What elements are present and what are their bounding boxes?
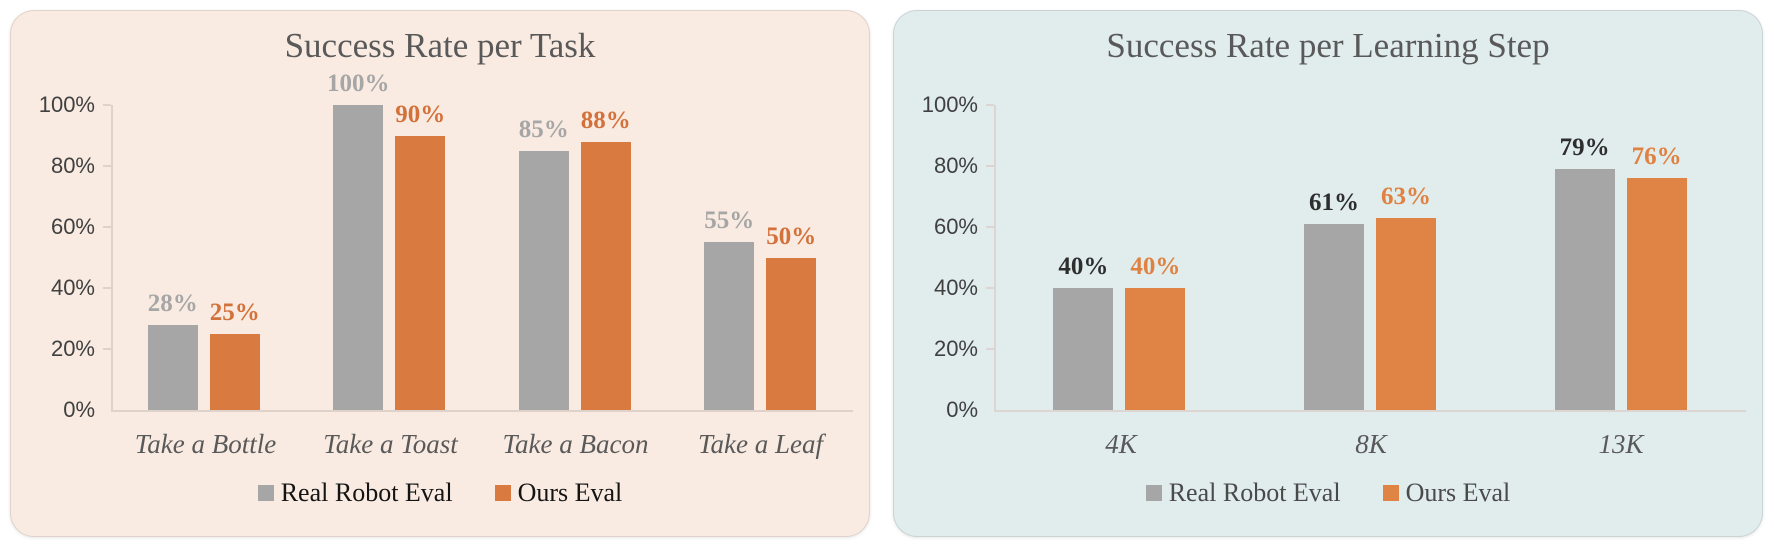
legend: Real Robot Eval Ours Eval	[894, 476, 1762, 510]
legend-swatch	[257, 485, 274, 501]
bar-ours-eval: 88%	[580, 107, 631, 410]
chart-body: 0% 20% 40% 60% 80% 100% 28% 25% 100% 90% 85% 88% 55…	[11, 70, 869, 422]
category-label: Take a Toast	[323, 429, 458, 459]
legend: Real Robot Eval Ours Eval	[11, 476, 869, 510]
bar-real-robot-eval: 100%	[327, 70, 390, 410]
legend-label: Real Robot Eval	[280, 478, 453, 507]
bar-value-label: 79%	[1559, 134, 1610, 162]
y-tick-label: 60%	[50, 214, 95, 239]
bar-value-label: 76%	[1631, 143, 1682, 171]
bar-real-robot-eval: 79%	[1554, 134, 1615, 410]
legend-label: Ours Eval	[1405, 478, 1511, 507]
bar-value-label: 28%	[147, 289, 198, 317]
bar-value-label: 40%	[1058, 253, 1109, 280]
category-label: 4K	[1105, 429, 1137, 459]
legend-swatch	[1382, 485, 1399, 501]
category-label: 13K	[1598, 429, 1644, 459]
y-tick-mark	[986, 226, 994, 228]
bar-ours-eval: 76%	[1626, 143, 1687, 410]
bar-group: 85% 88%	[482, 105, 668, 410]
y-tick-label: 40%	[50, 275, 95, 300]
y-tick-mark	[103, 165, 111, 167]
bar-real-robot-eval: 55%	[704, 207, 755, 410]
y-tick-label: 80%	[933, 153, 978, 178]
y-tick-label: 100%	[921, 92, 978, 117]
y-axis-line	[994, 105, 996, 410]
category-label: 8K	[1355, 429, 1387, 459]
x-axis-line	[994, 410, 1746, 412]
bar-ours-eval: 40%	[1125, 253, 1186, 410]
bar-value-label: 100%	[327, 70, 390, 97]
legend-swatch	[494, 485, 511, 501]
category-axis: 4K 8K 13K	[996, 424, 1746, 464]
legend-item: Ours Eval	[1382, 478, 1511, 508]
bar-group: 100% 90%	[297, 70, 483, 410]
y-tick-mark	[103, 104, 111, 106]
bar-value-label: 88%	[580, 106, 631, 134]
category-label: Take a Bottle	[134, 429, 277, 459]
bar-value-label: 85%	[518, 115, 569, 143]
bar-real-robot-eval: 61%	[1304, 189, 1364, 410]
chart-title: Success Rate per Learning Step	[1106, 26, 1550, 65]
y-tick-mark	[986, 287, 994, 289]
y-tick-label: 80%	[50, 153, 95, 178]
bar-group: 28% 25%	[111, 105, 297, 410]
bar-value-label: 50%	[766, 222, 817, 250]
bar-real-robot-eval: 40%	[1053, 253, 1114, 410]
bar-value-label: 25%	[209, 298, 260, 326]
chart-success-rate-per-task: Success Rate per Task 0% 20% 40% 60% 80% 100%…	[10, 10, 870, 537]
bar-ours-eval: 50%	[766, 223, 817, 410]
legend-item: Real Robot Eval	[257, 478, 453, 508]
y-axis: 0% 20% 40% 60% 80% 100%	[894, 93, 994, 422]
y-tick-mark	[103, 226, 111, 228]
chart-body: 0% 20% 40% 60% 80% 100% 40% 40% 61% 63% 79% 76%	[894, 93, 1762, 422]
bar-group: 55% 50%	[668, 105, 854, 410]
legend-swatch	[1145, 485, 1162, 501]
y-axis-line	[111, 105, 113, 410]
category-axis: Take a Bottle Take a Toast Take a Bacon Tak…	[113, 424, 853, 464]
x-axis-line	[111, 410, 853, 412]
legend-item: Real Robot Eval	[1145, 478, 1341, 508]
y-axis: 0% 20% 40% 60% 80% 100%	[11, 93, 111, 422]
plot-area: 40% 40% 61% 63% 79% 76%	[986, 104, 1746, 412]
chart-title: Success Rate per Task	[284, 26, 596, 65]
y-tick-label: 20%	[933, 336, 978, 361]
y-tick-mark	[103, 287, 111, 289]
y-tick-label: 40%	[933, 275, 978, 300]
category-label: Take a Leaf	[697, 429, 823, 459]
y-tick-mark	[986, 165, 994, 167]
bar-real-robot-eval: 85%	[518, 116, 569, 410]
bar-ours-eval: 90%	[395, 101, 446, 410]
bar-group: 79% 76%	[1495, 105, 1746, 410]
bar-ours-eval: 63%	[1376, 183, 1436, 410]
y-tick-label: 0%	[946, 397, 978, 422]
bar-real-robot-eval: 28%	[147, 290, 198, 410]
bar-value-label: 40%	[1130, 253, 1181, 280]
chart-success-rate-per-learning-step: Success Rate per Learning Step 0% 20% 40% 6…	[893, 10, 1763, 537]
y-tick-label: 60%	[933, 214, 978, 239]
bar-ours-eval: 25%	[209, 299, 260, 410]
y-tick-label: 20%	[50, 336, 95, 361]
legend-label: Real Robot Eval	[1168, 478, 1341, 507]
legend-label: Ours Eval	[517, 478, 623, 507]
bar-value-label: 61%	[1309, 188, 1359, 216]
y-tick-label: 100%	[38, 92, 95, 117]
y-tick-mark	[986, 104, 994, 106]
y-tick-mark	[986, 348, 994, 350]
bar-value-label: 90%	[395, 100, 446, 128]
legend-item: Ours Eval	[494, 478, 623, 508]
bar-value-label: 63%	[1381, 182, 1431, 210]
y-tick-mark	[103, 348, 111, 350]
y-tick-label: 0%	[63, 397, 95, 422]
plot-area: 28% 25% 100% 90% 85% 88% 55% 50%	[103, 70, 854, 412]
category-label: Take a Bacon	[502, 429, 649, 459]
bar-group: 61% 63%	[1245, 105, 1496, 410]
bar-group: 40% 40%	[994, 105, 1245, 410]
bar-value-label: 55%	[704, 207, 755, 235]
